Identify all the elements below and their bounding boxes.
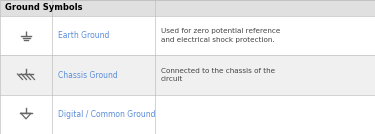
Bar — [0, 0, 375, 16]
Text: Ground Symbols: Ground Symbols — [5, 3, 82, 12]
Text: Earth Ground: Earth Ground — [58, 31, 110, 40]
Text: Digital / Common Ground: Digital / Common Ground — [58, 110, 156, 119]
Bar — [0, 16, 375, 55]
Bar — [0, 55, 375, 95]
Text: Used for zero potential reference
and electrical shock protection.: Used for zero potential reference and el… — [161, 28, 280, 43]
Text: Connected to the chassis of the
circuit: Connected to the chassis of the circuit — [161, 68, 275, 82]
Bar — [0, 95, 375, 134]
Text: Chassis Ground: Chassis Ground — [58, 70, 118, 79]
